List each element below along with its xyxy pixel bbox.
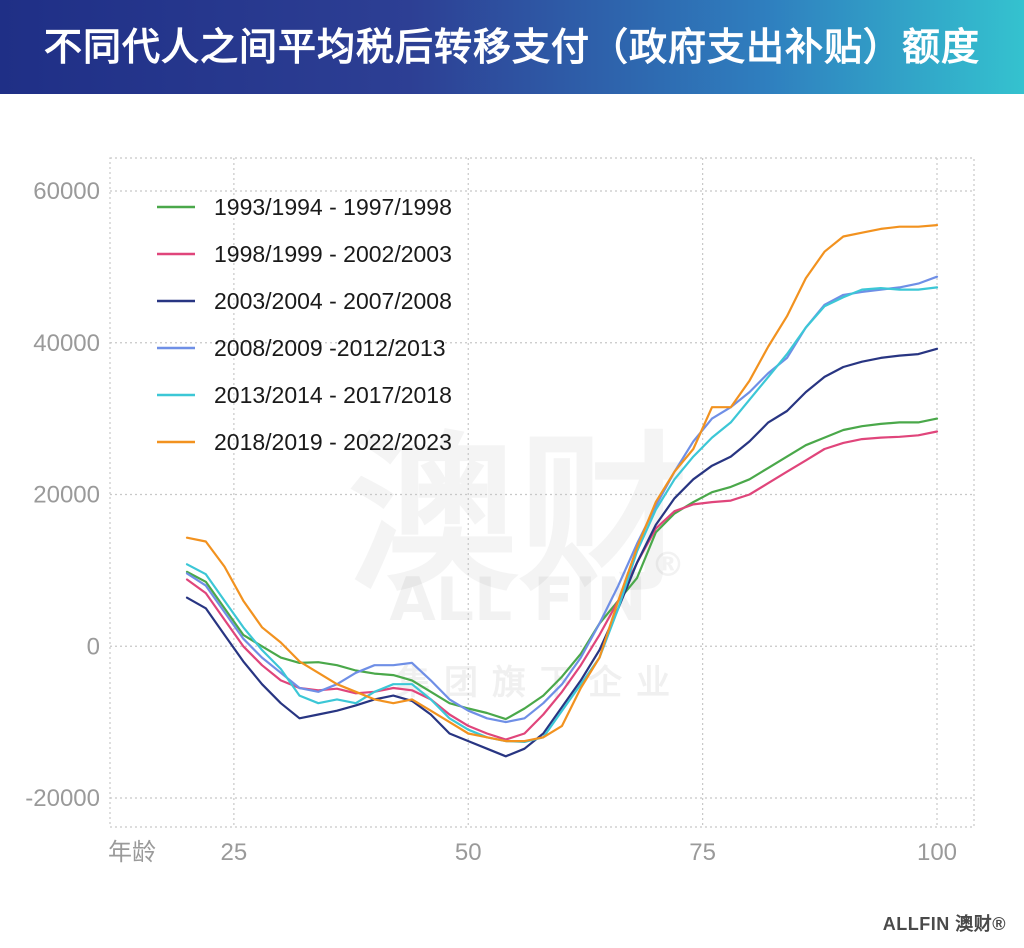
watermark-main-text: 澳财: [348, 417, 688, 615]
x-tick-label: 100: [917, 839, 957, 866]
y-tick-label: 20000: [33, 482, 100, 509]
y-tick-label: 60000: [33, 178, 100, 205]
watermark-sub-text: 集团旗下企业: [395, 663, 684, 703]
y-tick-label: 40000: [33, 330, 100, 357]
grid: [109, 157, 975, 828]
page-title: 不同代人之间平均税后转移支付（政府支出补贴）额度: [43, 25, 980, 69]
x-tick-label: 25: [221, 839, 248, 866]
watermark: 澳财 ALL FIN ® 集团旗下企业: [348, 417, 688, 703]
plot-frame: [109, 157, 975, 828]
series-lines: [185, 224, 939, 758]
x-tick-label: 75: [689, 839, 716, 866]
title-banner: [0, 0, 1024, 94]
legend-label-5: 2013/2014 - 2017/2018: [214, 382, 452, 408]
legend-label-2: 1998/1999 - 2002/2003: [214, 241, 452, 267]
legend-label-1: 1993/1994 - 1997/1998: [214, 194, 452, 220]
legend-label-4: 2008/2009 -2012/2013: [214, 335, 446, 361]
series-line-1: [185, 417, 939, 721]
series-line-6: [185, 224, 939, 743]
x-tick-label: 50: [455, 839, 482, 866]
watermark-brand-text: ALL FIN: [389, 565, 646, 635]
y-tick-label: 0: [87, 633, 100, 660]
watermark-registered-mark: ®: [651, 545, 685, 585]
y-tick-label: -20000: [25, 785, 100, 812]
series-line-5: [185, 286, 939, 743]
legend-label-6: 2018/2019 - 2022/2023: [214, 429, 452, 455]
legend: 1993/1994 - 1997/1998 1998/1999 - 2002/20…: [157, 194, 452, 455]
series-line-3: [185, 347, 939, 758]
footer-logo: ALLFIN 澳财®: [882, 914, 1006, 934]
x-axis-label: 年龄: [108, 839, 156, 866]
legend-label-3: 2003/2004 - 2007/2008: [214, 288, 452, 314]
line-chart: 澳财 ALL FIN ® 集团旗下企业 -20000 0 20000 40000 600…: [25, 157, 975, 866]
axes: -20000 0 20000 40000 60000 25 50 75 100 年龄: [25, 178, 957, 866]
